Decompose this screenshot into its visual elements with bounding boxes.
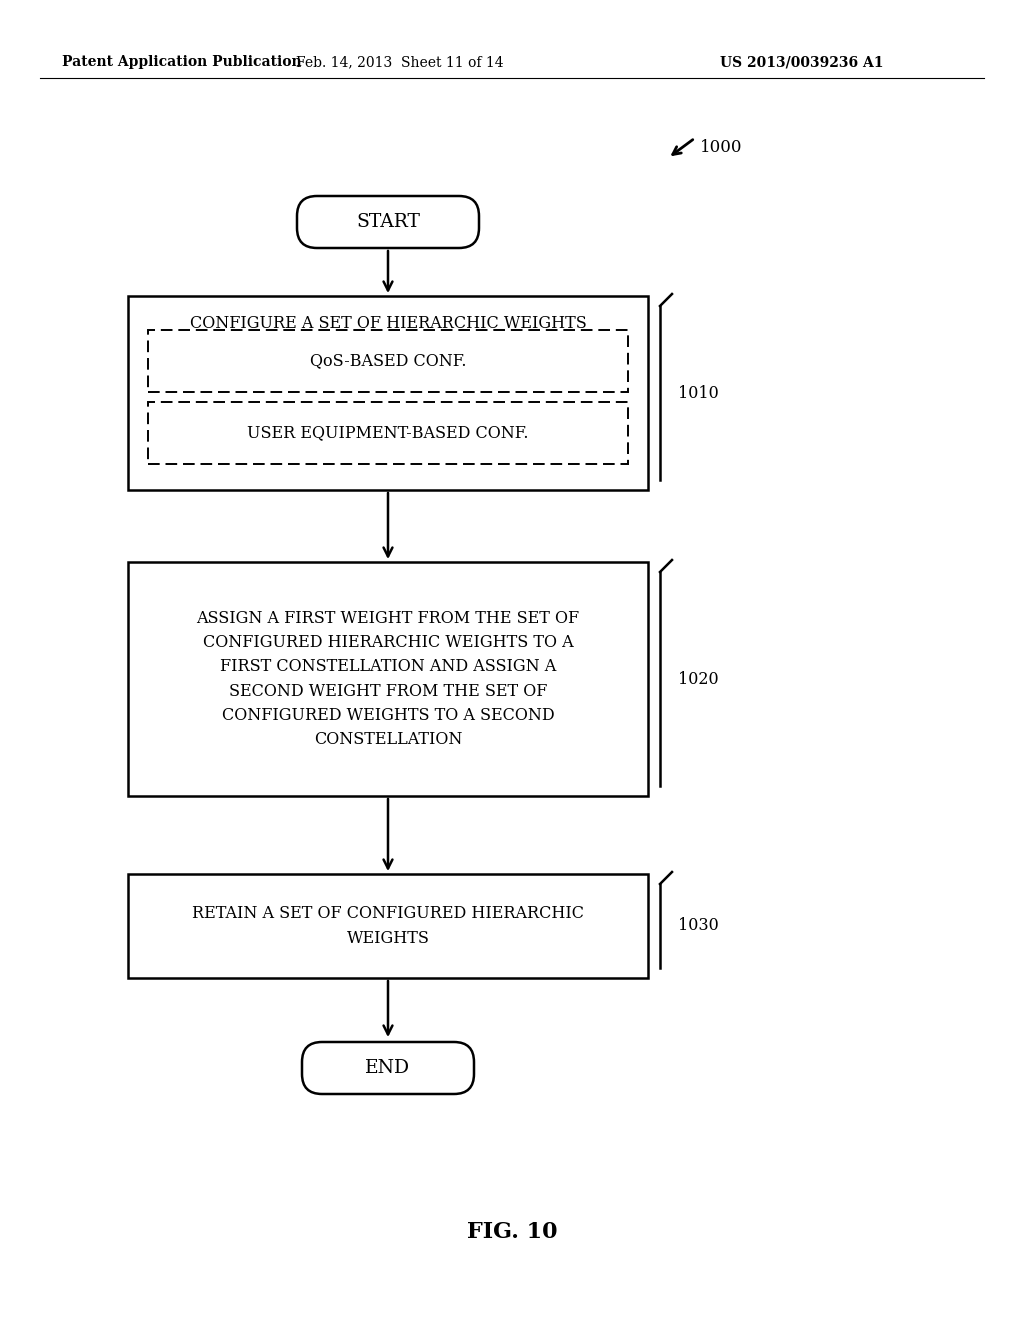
Bar	[148, 403, 628, 465]
FancyBboxPatch shape	[297, 195, 479, 248]
Text: Feb. 14, 2013  Sheet 11 of 14: Feb. 14, 2013 Sheet 11 of 14	[296, 55, 504, 69]
Text: START: START	[356, 213, 420, 231]
Text: END: END	[366, 1059, 411, 1077]
Text: Patent Application Publication: Patent Application Publication	[62, 55, 302, 69]
Text: RETAIN A SET OF CONFIGURED HIERARCHIC
WEIGHTS: RETAIN A SET OF CONFIGURED HIERARCHIC WE…	[193, 906, 584, 946]
Bar	[128, 296, 648, 490]
Text: QoS-BASED CONF.: QoS-BASED CONF.	[309, 352, 466, 370]
Bar	[148, 330, 628, 392]
Text: 1010: 1010	[678, 384, 719, 401]
FancyBboxPatch shape	[302, 1041, 474, 1094]
Text: ASSIGN A FIRST WEIGHT FROM THE SET OF
CONFIGURED HIERARCHIC WEIGHTS TO A
FIRST C: ASSIGN A FIRST WEIGHT FROM THE SET OF CO…	[197, 610, 580, 748]
Text: CONFIGURE A SET OF HIERARCHIC WEIGHTS: CONFIGURE A SET OF HIERARCHIC WEIGHTS	[189, 315, 587, 333]
Text: FIG. 10: FIG. 10	[467, 1221, 557, 1243]
Text: 1000: 1000	[700, 140, 742, 157]
Text: US 2013/0039236 A1: US 2013/0039236 A1	[720, 55, 884, 69]
Bar	[128, 874, 648, 978]
Text: 1020: 1020	[678, 671, 719, 688]
Text: USER EQUIPMENT-BASED CONF.: USER EQUIPMENT-BASED CONF.	[247, 425, 528, 441]
Bar	[128, 562, 648, 796]
Text: 1030: 1030	[678, 917, 719, 935]
